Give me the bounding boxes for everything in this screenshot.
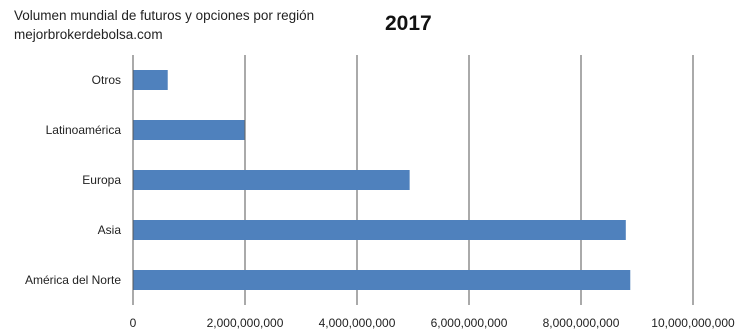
bar [133,220,626,240]
x-tick-label: 10,000,000,000 [651,316,735,330]
bar [133,120,245,140]
bars [133,70,631,290]
x-tick-label: 2,000,000,000 [207,316,284,330]
bar [133,270,631,290]
chart-title: Volumen mundial de futuros y opciones po… [14,8,315,23]
chart-subtitle: mejorbrokerdebolsa.com [14,27,163,42]
x-tick-labels: 0 2,000,000,000 4,000,000,000 6,000,000,000… [130,316,735,330]
x-tick-label: 4,000,000,000 [319,316,396,330]
bar [133,70,168,90]
category-label: Asia [98,223,122,237]
category-label: Otros [92,73,121,87]
x-tick-label: 0 [130,316,137,330]
category-labels: América del Norte Asia Europa Latinoamérica… [25,73,121,287]
x-tick-label: 8,000,000,000 [543,316,620,330]
year-label: 2017 [385,12,432,35]
category-label: Latinoamérica [46,123,122,137]
x-tick-label: 6,000,000,000 [431,316,508,330]
bar [133,170,410,190]
category-label: América del Norte [25,273,121,287]
category-label: Europa [82,173,121,187]
